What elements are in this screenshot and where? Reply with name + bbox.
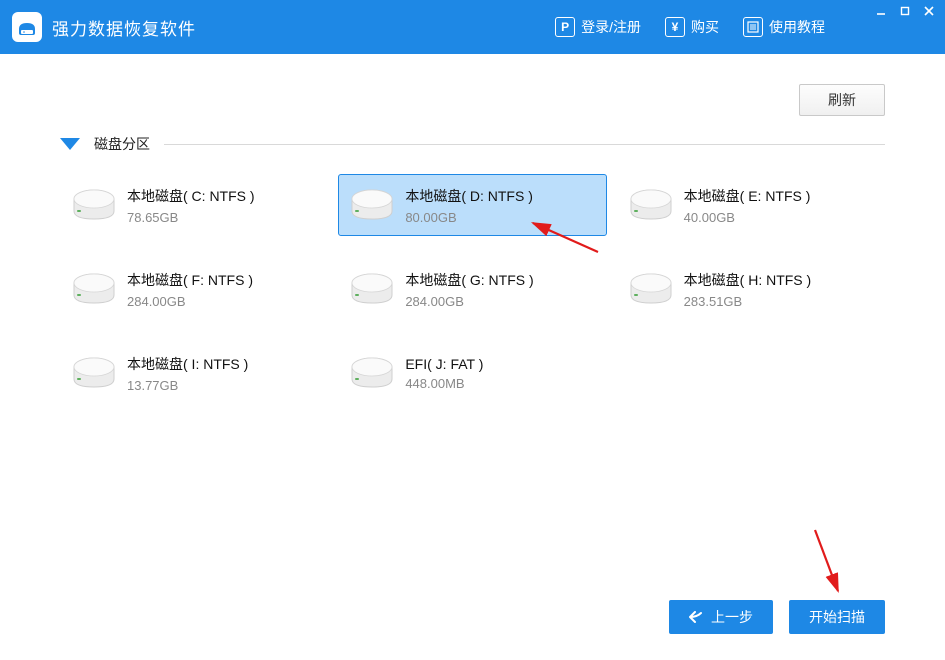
tutorial-label: 使用教程 <box>769 17 825 37</box>
drive-size: 283.51GB <box>684 294 812 309</box>
start-scan-button[interactable]: 开始扫描 <box>789 600 885 634</box>
previous-label: 上一步 <box>711 607 753 627</box>
previous-button[interactable]: 上一步 <box>669 600 773 634</box>
buy-icon: ¥ <box>665 17 685 37</box>
drive-item[interactable]: 本地磁盘( I: NTFS ) 13.77GB <box>60 342 328 404</box>
drive-size: 40.00GB <box>684 210 811 225</box>
triangle-down-icon <box>60 138 80 150</box>
drive-text: 本地磁盘( H: NTFS ) 283.51GB <box>684 270 812 309</box>
drive-name: 本地磁盘( E: NTFS ) <box>684 186 811 206</box>
drive-name: 本地磁盘( F: NTFS ) <box>127 270 253 290</box>
drive-name: 本地磁盘( D: NTFS ) <box>405 186 533 206</box>
hard-drive-icon <box>628 271 674 307</box>
drive-text: 本地磁盘( F: NTFS ) 284.00GB <box>127 270 253 309</box>
drive-item[interactable]: 本地磁盘( F: NTFS ) 284.00GB <box>60 258 328 320</box>
drive-text: 本地磁盘( I: NTFS ) 13.77GB <box>127 354 248 393</box>
back-arrow-icon <box>689 611 705 623</box>
content-area: 刷新 磁盘分区 本地磁盘( C: NTFS ) 78.65GB 本地磁盘( D: N… <box>0 54 945 404</box>
book-icon <box>743 17 763 37</box>
drive-size: 284.00GB <box>405 294 533 309</box>
drive-item[interactable]: EFI( J: FAT ) 448.00MB <box>338 342 606 404</box>
drive-text: 本地磁盘( D: NTFS ) 80.00GB <box>405 186 533 225</box>
login-register-link[interactable]: P 登录/注册 <box>555 17 641 37</box>
section-label: 磁盘分区 <box>94 134 150 154</box>
drive-item[interactable]: 本地磁盘( E: NTFS ) 40.00GB <box>617 174 885 236</box>
hard-drive-icon <box>349 271 395 307</box>
drive-text: 本地磁盘( G: NTFS ) 284.00GB <box>405 270 533 309</box>
app-icon <box>12 12 42 42</box>
drive-name: 本地磁盘( I: NTFS ) <box>127 354 248 374</box>
hard-drive-icon <box>349 187 395 223</box>
close-button[interactable] <box>917 2 941 20</box>
header-actions: P 登录/注册 ¥ 购买 使用教程 <box>555 0 825 54</box>
drive-size: 78.65GB <box>127 210 255 225</box>
user-icon: P <box>555 17 575 37</box>
drive-size: 284.00GB <box>127 294 253 309</box>
scan-label: 开始扫描 <box>809 607 865 627</box>
drive-name: 本地磁盘( C: NTFS ) <box>127 186 255 206</box>
hard-drive-icon <box>71 355 117 391</box>
drive-grid: 本地磁盘( C: NTFS ) 78.65GB 本地磁盘( D: NTFS ) 80.… <box>60 174 885 404</box>
section-header: 磁盘分区 <box>60 134 885 154</box>
drive-size: 13.77GB <box>127 378 248 393</box>
title-bar: 强力数据恢复软件 P 登录/注册 ¥ 购买 使用教程 <box>0 0 945 54</box>
drive-text: EFI( J: FAT ) 448.00MB <box>405 356 483 391</box>
drive-item[interactable]: 本地磁盘( D: NTFS ) 80.00GB <box>338 174 606 236</box>
drive-item[interactable]: 本地磁盘( G: NTFS ) 284.00GB <box>338 258 606 320</box>
drive-size: 448.00MB <box>405 376 483 391</box>
hard-drive-icon <box>628 187 674 223</box>
buy-link[interactable]: ¥ 购买 <box>665 17 719 37</box>
hard-drive-icon <box>71 271 117 307</box>
drive-text: 本地磁盘( E: NTFS ) 40.00GB <box>684 186 811 225</box>
refresh-row: 刷新 <box>60 84 885 116</box>
hard-drive-icon <box>349 355 395 391</box>
refresh-label: 刷新 <box>828 90 856 110</box>
divider-line <box>164 144 885 145</box>
window-controls <box>869 2 941 20</box>
minimize-button[interactable] <box>869 2 893 20</box>
buy-label: 购买 <box>691 17 719 37</box>
tutorial-link[interactable]: 使用教程 <box>743 17 825 37</box>
footer-actions: 上一步 开始扫描 <box>669 600 885 634</box>
drive-size: 80.00GB <box>405 210 533 225</box>
drive-name: EFI( J: FAT ) <box>405 356 483 372</box>
maximize-button[interactable] <box>893 2 917 20</box>
drive-name: 本地磁盘( H: NTFS ) <box>684 270 812 290</box>
refresh-button[interactable]: 刷新 <box>799 84 885 116</box>
hard-drive-icon <box>71 187 117 223</box>
login-label: 登录/注册 <box>581 17 641 37</box>
app-title: 强力数据恢复软件 <box>52 15 196 40</box>
drive-name: 本地磁盘( G: NTFS ) <box>405 270 533 290</box>
drive-item[interactable]: 本地磁盘( C: NTFS ) 78.65GB <box>60 174 328 236</box>
drive-text: 本地磁盘( C: NTFS ) 78.65GB <box>127 186 255 225</box>
drive-item[interactable]: 本地磁盘( H: NTFS ) 283.51GB <box>617 258 885 320</box>
